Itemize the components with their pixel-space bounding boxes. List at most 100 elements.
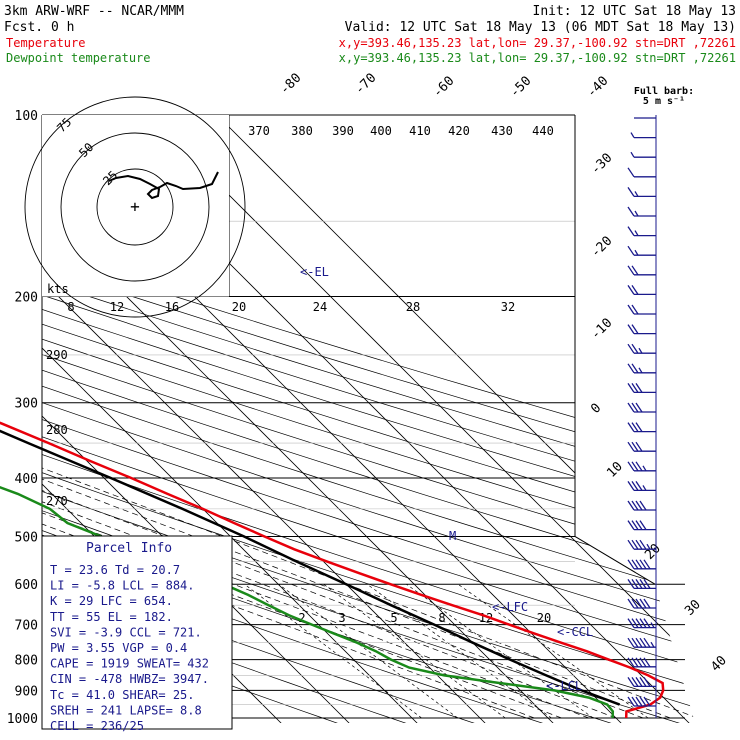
- wind-barb-flag: [643, 579, 651, 589]
- mixing-ratio-line: [457, 583, 649, 719]
- isotherm-line: [216, 115, 695, 723]
- wind-barb: [630, 151, 656, 158]
- wind-barb: [627, 696, 656, 707]
- sounding-annotation: <-EL: [300, 265, 329, 279]
- forecast-hour: Fcst. 0 h: [4, 20, 74, 35]
- wind-barb-flag: [631, 343, 639, 354]
- mixing-ratio-line: [366, 583, 552, 719]
- wind-barb-flag: [631, 324, 639, 334]
- wind-barb-flag: [631, 696, 639, 707]
- wind-barb-flag: [635, 559, 643, 570]
- wind-barb: [627, 265, 656, 276]
- wind-barb-flag: [631, 657, 639, 668]
- pressure-label: 800: [15, 654, 38, 669]
- sounding-annotation: <-LFC: [492, 600, 528, 614]
- wind-barb-flag: [627, 481, 635, 491]
- wind-barb-flag: [627, 167, 635, 178]
- theta-label: 410: [409, 124, 431, 138]
- hodograph-background: [42, 115, 229, 297]
- dry-adiabat-line: [42, 115, 429, 723]
- isotherm-label: 20: [642, 541, 664, 563]
- dry-adiabat-line: [42, 115, 695, 723]
- isotherm-label: -50: [507, 74, 534, 101]
- parcel-info-row: T = 23.6 Td = 20.7: [50, 563, 180, 577]
- wind-barb: [627, 343, 656, 354]
- parcel-info-box: [41, 535, 233, 730]
- sounding-annotation: M: [449, 529, 456, 543]
- parcel-info-row: TT = 55 EL = 182.: [50, 610, 173, 624]
- hodograph-center-mark: +: [130, 197, 140, 216]
- wind-barb-flag: [630, 151, 635, 158]
- wind-barb-flag: [631, 677, 639, 687]
- wind-barb-flag: [639, 696, 647, 707]
- mixing-ratio-label: 5: [390, 611, 397, 625]
- wind-barb-flag: [631, 559, 639, 570]
- isotherm-line: [42, 115, 494, 723]
- pressure-label: 900: [15, 684, 38, 699]
- parcel-info-panel: Parcel Info T = 23.6 Td = 20.7 LI = -5.8 …: [41, 535, 233, 733]
- wind-barb-flag: [627, 304, 635, 315]
- wind-barb-flag: [639, 677, 647, 687]
- wind-barb: [627, 167, 656, 178]
- wind-barb: [627, 598, 656, 609]
- dry-adiabat-line: [42, 115, 695, 723]
- wind-barb-flag: [627, 559, 635, 570]
- moist-adiabat-label: 24: [313, 300, 327, 314]
- isotherm-label: 0: [588, 401, 604, 417]
- wind-barb-flag: [627, 245, 635, 256]
- wind-barb-flag: [627, 461, 635, 472]
- wind-barb: [630, 132, 656, 139]
- theta-label: 430: [491, 124, 513, 138]
- wind-barb-flag: [643, 637, 651, 648]
- wind-barb-flag: [635, 598, 643, 609]
- wind-barb-flag: [627, 343, 635, 354]
- isotherm-label: -20: [588, 234, 615, 261]
- parcel-info-row: CELL = 236/25: [50, 719, 144, 733]
- wind-barb-flag: [627, 598, 635, 609]
- wind-barb-flag: [639, 637, 647, 648]
- wind-barb-flag: [627, 285, 635, 295]
- wind-barb-flag: [635, 696, 643, 707]
- moist-adiabat-label: 16: [165, 300, 179, 314]
- pressure-label: 1000: [7, 712, 38, 727]
- wind-barb: [627, 559, 656, 570]
- wind-barb-flag: [643, 618, 651, 628]
- isotherm-label: 30: [682, 597, 704, 619]
- wind-barb-flag: [631, 539, 639, 550]
- wind-barb: [627, 441, 656, 452]
- wind-barb-flag: [642, 465, 647, 472]
- wind-barb: [627, 226, 656, 237]
- parcel-info-row: K = 29 LFC = 654.: [50, 594, 173, 608]
- wind-barb-flag: [627, 539, 635, 550]
- wind-barb-flag: [635, 657, 643, 668]
- pressure-label: 500: [15, 530, 38, 545]
- pressure-label: 600: [15, 578, 38, 593]
- wind-barb-flag: [627, 187, 635, 197]
- isotherm-label: -70: [352, 71, 379, 98]
- wind-barb: [627, 187, 656, 198]
- isotherm-label: -60: [430, 74, 457, 101]
- wind-barb-flag: [635, 383, 643, 393]
- wind-barb-flag: [631, 265, 639, 276]
- wind-barb-flag: [627, 520, 635, 530]
- wind-barb: [627, 206, 656, 217]
- wind-barb-flag: [639, 500, 647, 511]
- pressure-label: 100: [15, 109, 38, 124]
- legend-dewpoint-name: Dewpoint temperature: [6, 51, 151, 65]
- wind-barb-flag: [635, 618, 643, 628]
- legend-temperature-name: Temperature: [6, 36, 85, 50]
- wind-barb-flag: [635, 579, 643, 589]
- wind-barb-flag: [635, 677, 643, 687]
- pressure-label: 700: [15, 619, 38, 634]
- parcel-trace-line: [0, 429, 621, 706]
- parcel-info-row: PW = 3.55 VGP = 0.4: [50, 641, 187, 655]
- wind-barb-flag: [631, 285, 639, 295]
- sounding-annotation: <-CCL: [557, 625, 593, 639]
- dry-adiabat-line: [42, 115, 695, 723]
- wind-barb-flag: [635, 441, 643, 452]
- dry-adiabat-line: [42, 115, 695, 723]
- wind-barb-flag: [635, 539, 643, 550]
- init-time: Init: 12 UTC Sat 18 May 13: [533, 4, 737, 19]
- moist-adiabat-label: 12: [110, 300, 124, 314]
- wind-barb-flag: [627, 265, 635, 276]
